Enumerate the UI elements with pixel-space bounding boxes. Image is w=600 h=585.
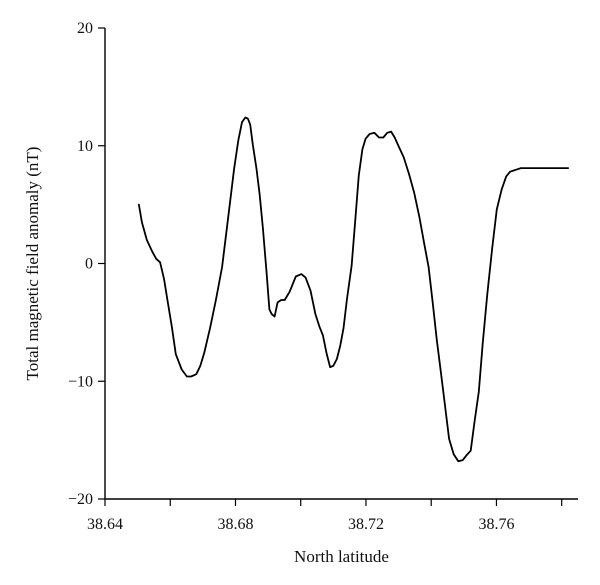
x-tick-label: 38.64 — [87, 516, 123, 533]
y-tick-label: 20 — [77, 20, 93, 37]
x-axis-title: North latitude — [294, 547, 389, 566]
x-tick-label: 38.68 — [217, 516, 253, 533]
ticks: −20 −10 0 10 20 38.64 38.68 38.72 38.76 — [68, 20, 563, 533]
x-tick-label: 38.72 — [348, 516, 384, 533]
y-tick-label: 0 — [85, 256, 93, 273]
y-tick-label: −20 — [68, 491, 93, 508]
axes — [104, 28, 578, 500]
y-tick-label: −10 — [68, 373, 93, 390]
y-tick-label: 10 — [77, 138, 93, 155]
series-layer — [138, 116, 570, 463]
x-tick-label: 38.76 — [478, 516, 514, 533]
y-axis-title: Total magnetic field anomaly (nT) — [23, 147, 42, 381]
series-line — [138, 116, 570, 463]
